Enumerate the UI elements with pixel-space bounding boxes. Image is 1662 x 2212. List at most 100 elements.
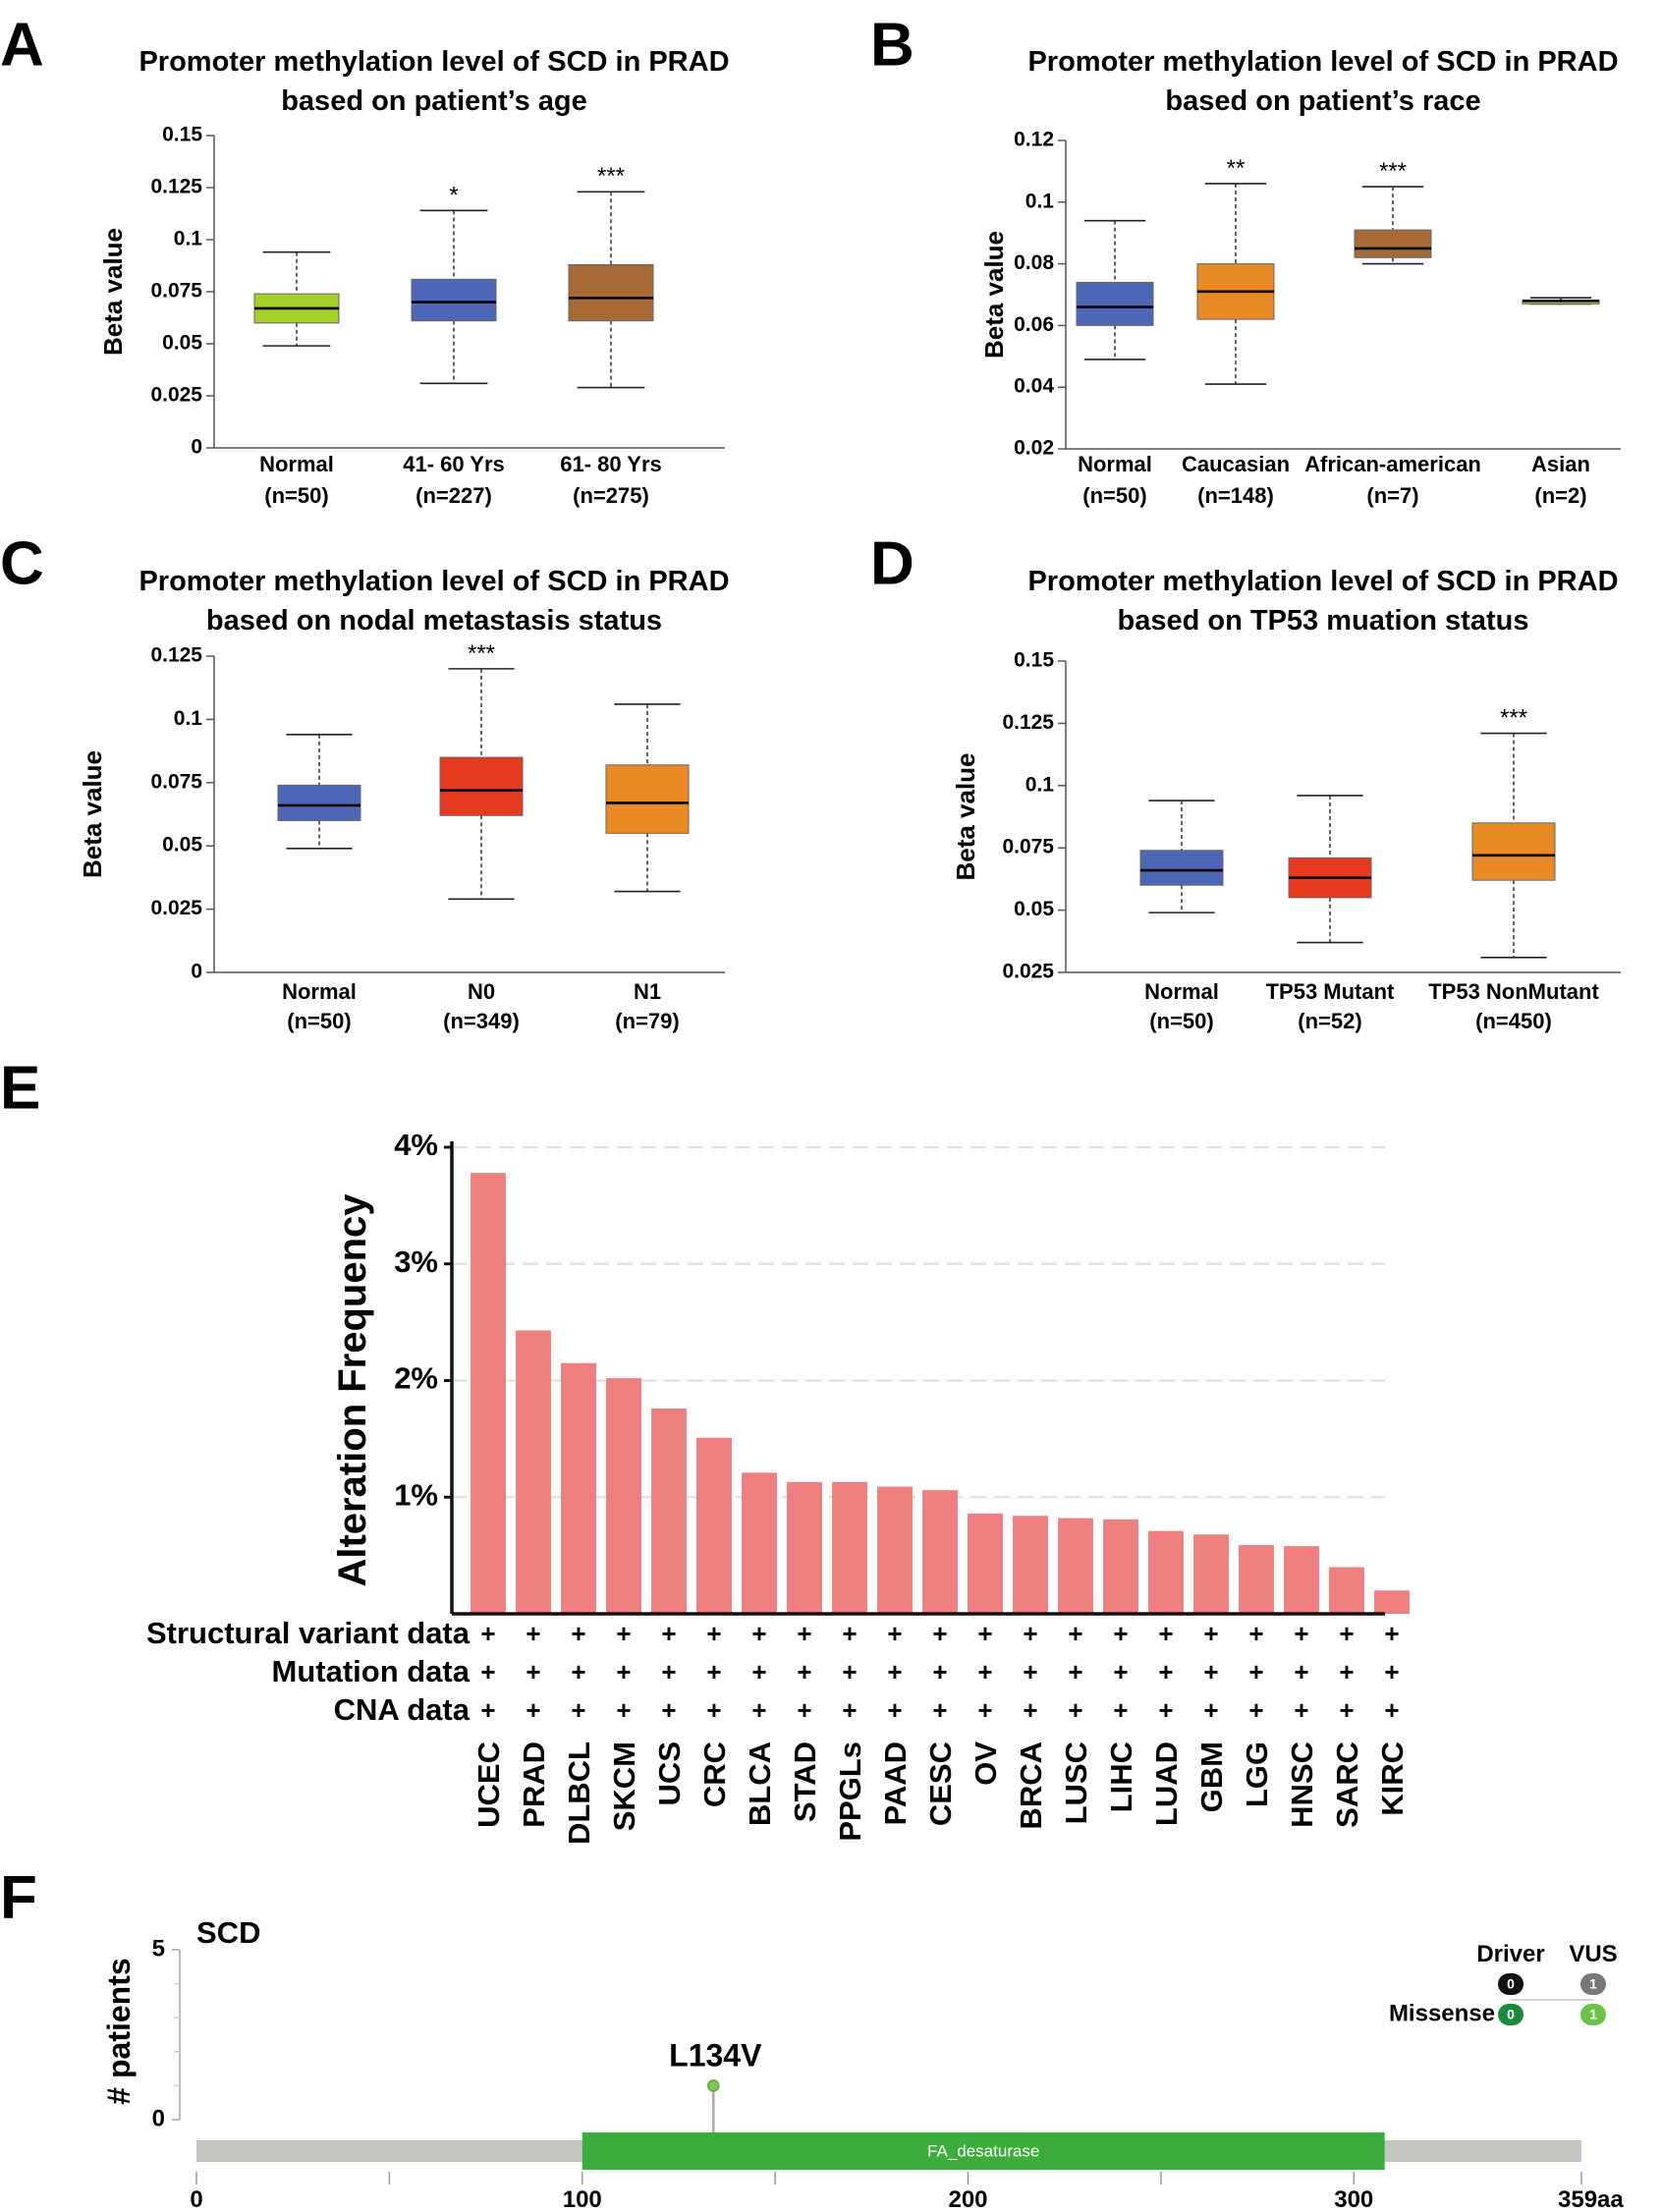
data-available-marker: +	[1294, 1657, 1308, 1687]
data-available-marker: +	[977, 1657, 992, 1687]
y-tick-label: 0.125	[1002, 711, 1054, 734]
iqr-box	[1354, 229, 1432, 258]
y-tick-label: 0.125	[150, 176, 202, 198]
category-label: HNSC	[1285, 1742, 1319, 1828]
y-tick-label: 4%	[394, 1128, 438, 1162]
data-available-marker: +	[1248, 1619, 1263, 1648]
y-tick-label: 2%	[394, 1361, 438, 1396]
legend-count-pill	[1580, 1973, 1606, 1995]
category-label: Normal	[282, 979, 357, 1004]
significance-marker: ***	[597, 163, 625, 190]
box-group: Normal (n=50)	[253, 250, 340, 508]
iqr-box	[1139, 850, 1224, 886]
data-available-marker: +	[797, 1619, 811, 1648]
category-label: LUSC	[1059, 1742, 1093, 1824]
bar-ppgls	[832, 1481, 867, 1614]
category-label: KIRC	[1375, 1742, 1410, 1816]
x-tick-label: 100	[563, 2186, 602, 2212]
y-tick-label: 0.15	[162, 124, 202, 146]
category-label: OV	[969, 1742, 1003, 1786]
bar-dlbcl	[561, 1362, 596, 1614]
data-available-marker: +	[1203, 1619, 1218, 1648]
legend-count: 1	[1589, 1976, 1597, 1992]
data-available-marker: +	[1113, 1695, 1128, 1725]
legend-column-label: VUS	[1569, 1941, 1617, 1967]
data-available-marker: +	[1203, 1695, 1218, 1725]
data-available-marker: +	[1339, 1619, 1354, 1648]
sample-size-label: (n=349)	[443, 1009, 520, 1033]
bar-prad	[516, 1330, 551, 1614]
legend-column-label: Driver	[1476, 1941, 1544, 1967]
category-label: STAD	[788, 1742, 822, 1822]
legend-row-label: Missense	[1389, 2000, 1495, 2026]
y-tick-label: 0.1	[1025, 773, 1055, 796]
sample-size-label: (n=50)	[1082, 483, 1146, 508]
data-available-marker: +	[616, 1657, 631, 1687]
data-available-marker: +	[706, 1619, 721, 1648]
category-label: Normal	[1078, 452, 1152, 476]
box-group: TP53 Mutant (n=52)	[1266, 795, 1395, 1033]
y-axis-label: Beta value	[78, 750, 107, 878]
data-available-marker: +	[1339, 1695, 1354, 1725]
sample-size-label: (n=50)	[1149, 1009, 1213, 1033]
category-label: UCS	[652, 1742, 687, 1805]
data-available-marker: +	[887, 1657, 902, 1687]
data-available-marker: +	[751, 1619, 766, 1648]
y-tick-label: 0.025	[150, 897, 202, 919]
data-available-marker: +	[1384, 1657, 1399, 1687]
box-group: ** Caucasian (n=148)	[1182, 155, 1290, 508]
significance-marker: **	[1227, 155, 1246, 182]
data-available-marker: +	[706, 1657, 721, 1687]
x-tick-label: 300	[1334, 2186, 1373, 2212]
sample-size-label: (n=148)	[1197, 483, 1274, 508]
legend-count: 0	[1507, 2007, 1515, 2022]
box-plot-panel-b: B Promoter methylation level of SCD in PR…	[870, 11, 1621, 508]
data-available-marker: +	[1248, 1695, 1263, 1725]
box-group: * 41- 60 Yrs (n=227)	[403, 182, 505, 508]
iqr-box	[1076, 281, 1154, 326]
box-group: *** TP53 NonMutant (n=450)	[1428, 705, 1599, 1033]
data-available-marker: +	[616, 1695, 631, 1725]
category-label: Normal	[259, 452, 334, 476]
data-available-marker: +	[1023, 1695, 1037, 1725]
iqr-box	[277, 784, 361, 821]
bar-crc	[696, 1437, 732, 1614]
legend-count: 1	[1589, 2007, 1597, 2022]
category-label: SARC	[1330, 1742, 1364, 1828]
data-available-marker: +	[1068, 1695, 1082, 1725]
x-tick-label: 200	[948, 2186, 987, 2212]
y-axis-label: Beta value	[98, 228, 128, 356]
category-label: GBM	[1194, 1742, 1229, 1812]
category-label: CRC	[697, 1742, 732, 1807]
data-available-marker: +	[616, 1619, 631, 1648]
category-label: Caucasian	[1182, 452, 1290, 476]
sample-size-label: (n=2)	[1534, 483, 1586, 508]
chart-title: Promoter methylation level of SCD in PRA…	[1027, 566, 1618, 597]
bar-luad	[1148, 1530, 1184, 1614]
bar-lihc	[1103, 1519, 1138, 1614]
data-available-marker: +	[1384, 1619, 1399, 1648]
data-available-marker: +	[480, 1619, 495, 1648]
x-tick-label: 0	[190, 2186, 202, 2212]
data-available-marker: +	[706, 1695, 721, 1725]
data-available-marker: +	[480, 1695, 495, 1725]
bar-sarc	[1329, 1567, 1364, 1614]
bar-stad	[787, 1481, 822, 1614]
bar-lgg	[1239, 1544, 1274, 1614]
iqr-box	[568, 263, 654, 322]
data-available-marker: +	[1113, 1657, 1128, 1687]
y-tick-label: 0.06	[1014, 313, 1054, 336]
data-available-marker: +	[1339, 1657, 1354, 1687]
data-available-marker: +	[526, 1619, 540, 1648]
bar-paad	[877, 1486, 913, 1614]
y-axis-label: Beta value	[951, 752, 980, 880]
category-label: African-american	[1304, 452, 1481, 476]
chart-title: based on patient’s age	[281, 85, 587, 117]
category-label: BLCA	[743, 1742, 777, 1826]
data-available-marker: +	[797, 1657, 811, 1687]
y-axis-label: # patients	[101, 1958, 137, 2104]
data-available-marker: +	[1294, 1619, 1308, 1648]
sample-size-label: (n=227)	[416, 483, 492, 508]
bar-ucec	[471, 1173, 506, 1614]
